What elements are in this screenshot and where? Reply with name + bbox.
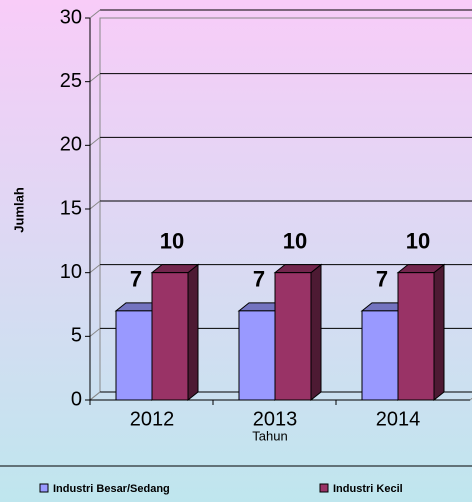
bar-front bbox=[397, 272, 435, 401]
bar-front bbox=[238, 310, 276, 401]
x-tick-label: 2013 bbox=[253, 408, 298, 430]
bar-side bbox=[187, 263, 199, 402]
y-tick-label: 20 bbox=[60, 134, 82, 156]
data-label: 7 bbox=[253, 267, 265, 292]
data-label: 10 bbox=[406, 228, 430, 253]
y-tick-label: 0 bbox=[71, 388, 82, 410]
y-axis-label: Jumlah bbox=[11, 187, 26, 233]
legend: Industri Besar/Sedang Industri Kecil bbox=[39, 483, 403, 495]
grid-diag bbox=[89, 73, 101, 83]
legend-label: Industri Besar/Sedang bbox=[53, 483, 170, 495]
legend-swatch bbox=[39, 483, 49, 493]
legend-swatch bbox=[319, 483, 329, 493]
back-wall bbox=[99, 17, 472, 393]
data-label: 7 bbox=[130, 267, 142, 292]
x-tick-label: 2014 bbox=[376, 408, 421, 430]
y-tick-label: 10 bbox=[60, 261, 82, 283]
data-label: 10 bbox=[283, 228, 307, 253]
y-tick-label: 15 bbox=[60, 197, 82, 219]
bar-side bbox=[433, 263, 445, 402]
bar-front bbox=[151, 272, 189, 401]
bar bbox=[273, 263, 323, 402]
grid-diag bbox=[89, 391, 101, 401]
grid-diag bbox=[89, 9, 101, 19]
bar-front bbox=[361, 310, 399, 401]
grid-diag bbox=[89, 264, 101, 274]
bar bbox=[150, 263, 200, 402]
grid-diag bbox=[89, 200, 101, 210]
grid-diag bbox=[89, 327, 101, 337]
bar-front bbox=[274, 272, 312, 401]
bar bbox=[396, 263, 446, 402]
grid-diag bbox=[89, 136, 101, 146]
bar-side bbox=[310, 263, 322, 402]
data-label: 7 bbox=[376, 267, 388, 292]
plot-area: 0 5 10 15 20 25 30 2012 7 10 2013 7 10 2014 7 10 bbox=[60, 6, 472, 430]
bar-front bbox=[115, 310, 153, 401]
y-tick-label: 30 bbox=[60, 6, 82, 28]
y-tick-label: 25 bbox=[60, 70, 82, 92]
data-label: 10 bbox=[160, 228, 184, 253]
legend-label: Industri Kecil bbox=[333, 483, 403, 495]
x-axis-label: Tahun bbox=[252, 428, 287, 443]
y-tick-label: 5 bbox=[71, 325, 82, 347]
x-tick-label: 2012 bbox=[130, 408, 175, 430]
